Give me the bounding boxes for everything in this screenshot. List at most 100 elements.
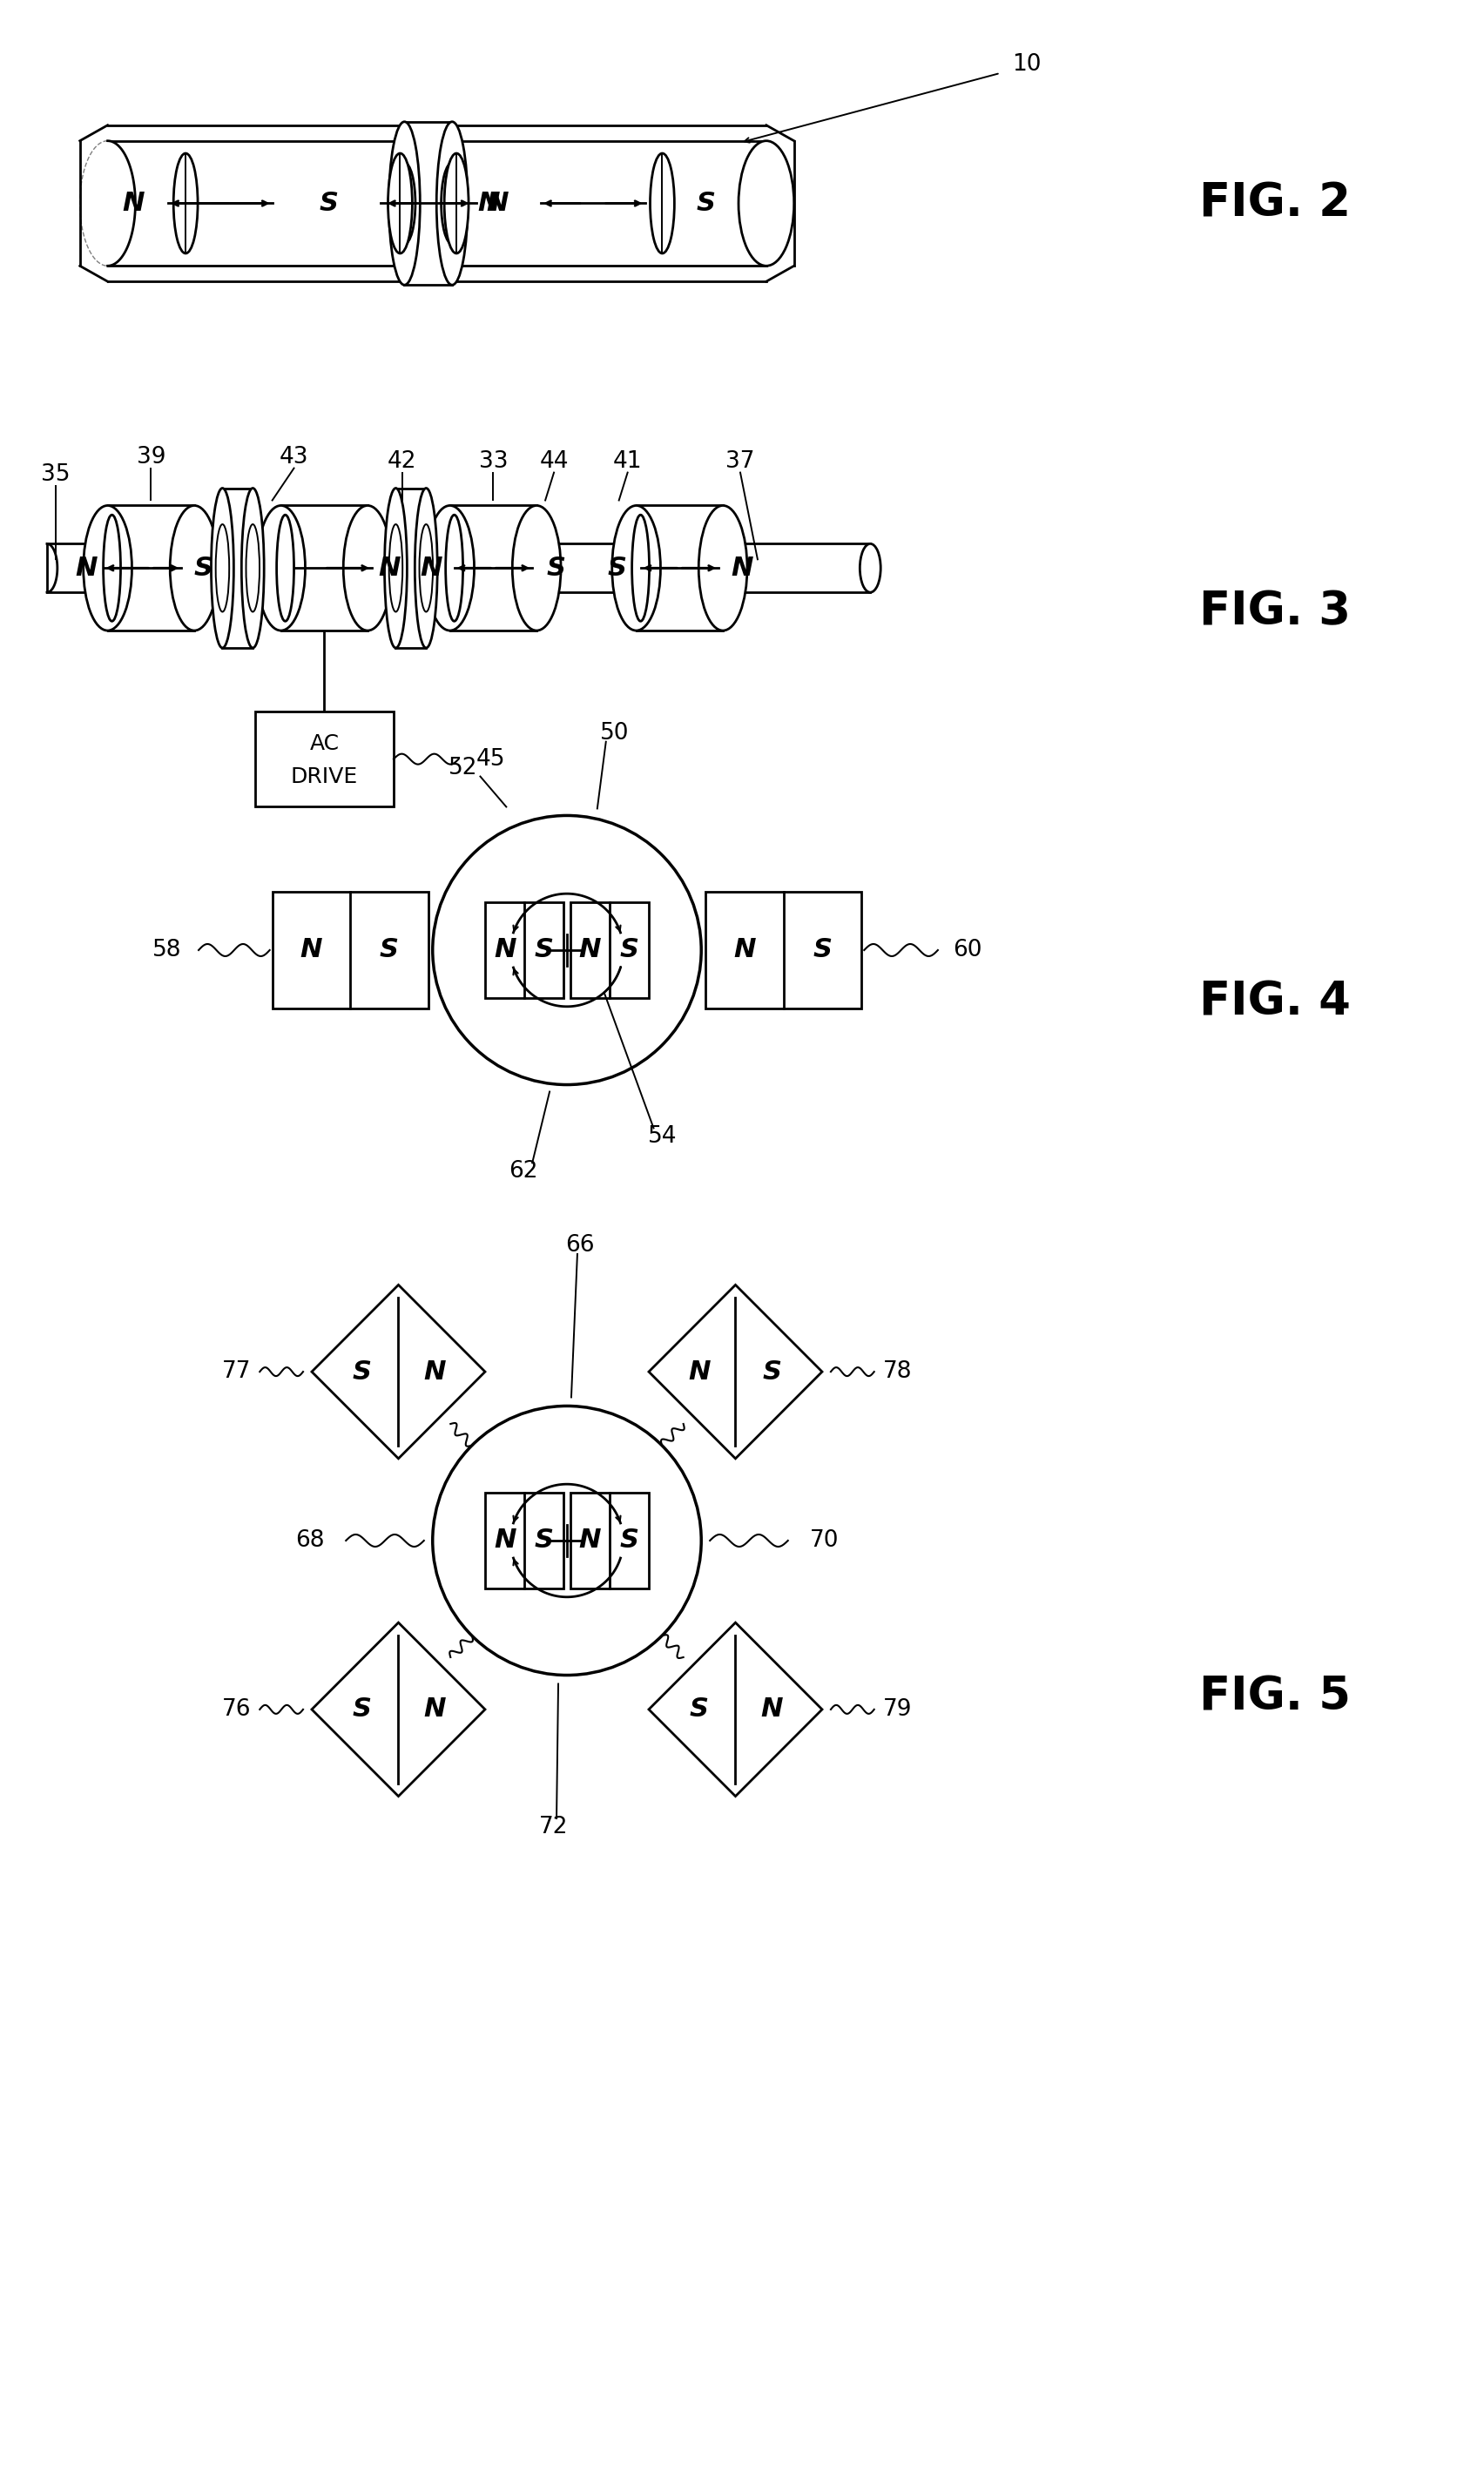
Text: S: S (380, 938, 399, 963)
Ellipse shape (171, 506, 218, 630)
Text: 37: 37 (726, 449, 755, 472)
Ellipse shape (859, 544, 880, 593)
Bar (405, 122, 453, 285)
Bar (223, 489, 252, 648)
Ellipse shape (80, 141, 135, 266)
Text: S: S (696, 191, 715, 216)
Text: 60: 60 (953, 938, 982, 961)
Bar (485, 1492, 564, 1588)
Text: 44: 44 (539, 449, 568, 472)
Text: S: S (607, 556, 626, 581)
Text: S: S (352, 1698, 371, 1723)
Text: N: N (487, 191, 509, 216)
Text: S: S (546, 556, 565, 581)
Bar (396, 489, 426, 648)
Ellipse shape (215, 524, 229, 611)
Ellipse shape (444, 154, 469, 253)
Text: N: N (732, 556, 752, 581)
Text: 58: 58 (153, 938, 181, 961)
Text: FIG. 3: FIG. 3 (1199, 588, 1350, 633)
Ellipse shape (739, 141, 794, 266)
Text: 50: 50 (600, 722, 629, 745)
Text: N: N (420, 556, 442, 581)
Text: 45: 45 (476, 747, 505, 769)
Text: FIG. 5: FIG. 5 (1199, 1675, 1350, 1720)
Ellipse shape (83, 506, 132, 630)
Text: S: S (690, 1698, 709, 1723)
Text: N: N (74, 556, 96, 581)
Text: N: N (123, 191, 145, 216)
Text: N: N (689, 1360, 711, 1385)
Bar (485, 903, 564, 998)
Text: 77: 77 (223, 1360, 251, 1382)
Text: N: N (494, 938, 516, 963)
Ellipse shape (343, 506, 392, 630)
Ellipse shape (389, 524, 402, 611)
Ellipse shape (174, 154, 197, 253)
Text: S: S (534, 1529, 554, 1554)
Text: 42: 42 (387, 449, 417, 472)
Text: S: S (319, 191, 338, 216)
Text: N: N (733, 938, 755, 963)
Text: N: N (424, 1360, 445, 1385)
Text: S: S (352, 1360, 371, 1385)
Text: S: S (193, 556, 212, 581)
Bar (570, 1492, 649, 1588)
Ellipse shape (416, 489, 438, 648)
Ellipse shape (276, 514, 294, 620)
Ellipse shape (257, 506, 306, 630)
Text: AC: AC (310, 732, 338, 755)
Ellipse shape (611, 506, 660, 630)
Ellipse shape (650, 154, 674, 253)
Bar (280, 506, 368, 630)
Bar (255, 712, 393, 807)
Ellipse shape (393, 164, 416, 243)
Text: 76: 76 (223, 1698, 251, 1720)
Text: 10: 10 (1012, 52, 1040, 77)
Ellipse shape (387, 154, 413, 253)
Text: N: N (478, 191, 500, 216)
Bar (108, 506, 194, 630)
Bar (108, 141, 766, 266)
Polygon shape (312, 1623, 485, 1797)
Ellipse shape (699, 506, 748, 630)
Ellipse shape (104, 514, 120, 620)
Text: 70: 70 (810, 1529, 838, 1551)
Ellipse shape (426, 506, 475, 630)
Text: 54: 54 (647, 1124, 677, 1149)
Text: N: N (424, 1698, 445, 1723)
Polygon shape (649, 1286, 822, 1459)
Circle shape (433, 1405, 702, 1675)
Ellipse shape (389, 122, 420, 285)
Text: S: S (619, 1529, 638, 1554)
Text: 79: 79 (883, 1698, 913, 1720)
Text: 39: 39 (137, 447, 166, 469)
Ellipse shape (445, 514, 463, 620)
Text: 43: 43 (279, 447, 309, 469)
Bar (705, 891, 862, 1008)
Text: N: N (494, 1529, 516, 1554)
Bar (450, 506, 537, 630)
Text: DRIVE: DRIVE (291, 767, 358, 787)
Ellipse shape (242, 489, 264, 648)
Ellipse shape (441, 164, 463, 243)
Ellipse shape (512, 506, 561, 630)
Text: S: S (763, 1360, 782, 1385)
Ellipse shape (632, 514, 650, 620)
Text: 41: 41 (613, 449, 643, 472)
Text: 33: 33 (479, 449, 508, 472)
Text: 68: 68 (295, 1529, 325, 1551)
Text: N: N (300, 938, 322, 963)
Ellipse shape (246, 524, 260, 611)
Text: N: N (579, 1529, 601, 1554)
Text: 62: 62 (509, 1159, 539, 1184)
Text: S: S (813, 938, 833, 963)
Ellipse shape (211, 489, 233, 648)
Bar (272, 891, 429, 1008)
Text: S: S (534, 938, 554, 963)
Ellipse shape (436, 122, 467, 285)
Ellipse shape (384, 489, 407, 648)
Text: 72: 72 (539, 1817, 568, 1839)
Bar (570, 903, 649, 998)
Text: 78: 78 (883, 1360, 913, 1382)
